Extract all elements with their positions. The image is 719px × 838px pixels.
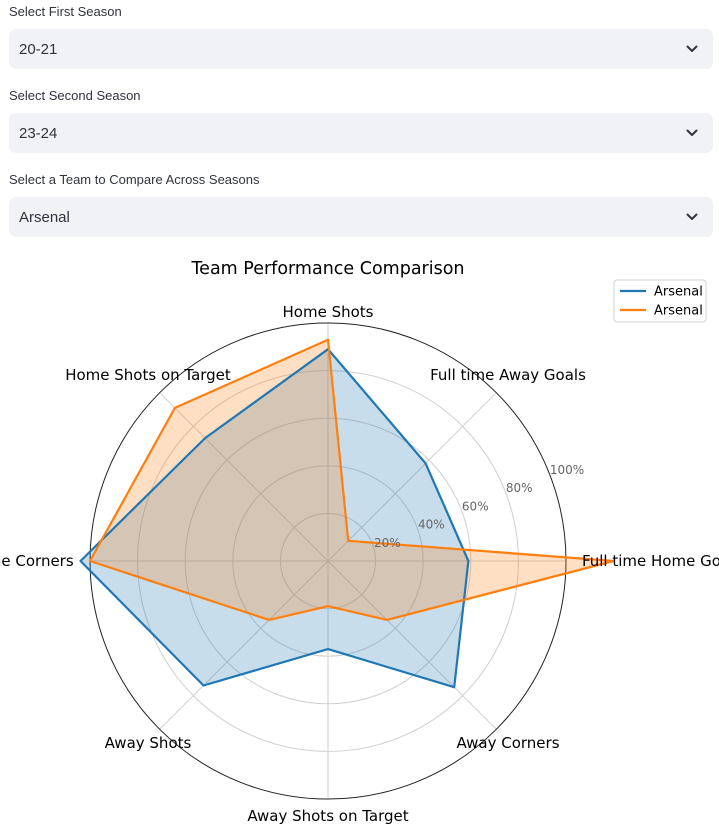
radial-tick-label: 40% xyxy=(418,518,445,532)
team-label: Select a Team to Compare Across Seasons xyxy=(9,172,260,187)
category-label: Full time Away Goals xyxy=(430,366,586,384)
legend: Arsenal Arsenal xyxy=(613,279,707,323)
category-label: Away Shots on Target xyxy=(247,807,408,825)
series-line xyxy=(88,338,615,621)
grid-spoke xyxy=(159,560,329,730)
category-label: Away Corners xyxy=(456,734,559,752)
first-season-select[interactable]: 20-21 xyxy=(9,29,713,69)
team-select[interactable]: Arsenal xyxy=(9,197,713,237)
series-area xyxy=(80,349,469,688)
radar-chart: 20% 40% 60% 80% 100% Full time Home Goals Full… xyxy=(0,259,719,825)
radial-tick-label: 60% xyxy=(462,499,489,513)
second-season-field: Select Second Season 23-24 xyxy=(9,88,713,153)
legend-label: Arsenal xyxy=(654,304,703,319)
chevron-down-icon xyxy=(686,213,698,220)
series-line xyxy=(79,348,470,689)
first-season-value: 20-21 xyxy=(19,40,58,58)
category-label: Home Shots on Target xyxy=(65,366,231,384)
first-season-field: Select First Season 20-21 xyxy=(9,4,713,69)
team-field: Select a Team to Compare Across Seasons … xyxy=(9,172,713,237)
radial-tick-label: 80% xyxy=(506,481,533,495)
grid-spoke xyxy=(327,560,497,730)
series-area xyxy=(90,339,614,620)
category-label: Home Shots xyxy=(283,303,374,321)
grid-spoke xyxy=(159,392,329,562)
radial-tick-label: 20% xyxy=(374,536,401,550)
first-season-label: Select First Season xyxy=(9,4,122,19)
category-label: Away Shots xyxy=(105,734,192,752)
second-season-select[interactable]: 23-24 xyxy=(9,113,713,153)
grid-spoke xyxy=(327,392,497,562)
chart-title: Team Performance Comparison xyxy=(190,259,464,279)
chevron-down-icon xyxy=(686,45,698,52)
category-label: Full time Home Goals xyxy=(582,552,719,570)
radial-tick-label: 100% xyxy=(550,463,584,477)
second-season-value: 23-24 xyxy=(19,124,58,142)
category-label: Home Corners xyxy=(0,552,74,570)
chevron-down-icon xyxy=(686,129,698,136)
legend-label: Arsenal xyxy=(654,285,703,300)
second-season-label: Select Second Season xyxy=(9,88,141,103)
team-value: Arsenal xyxy=(19,208,70,226)
